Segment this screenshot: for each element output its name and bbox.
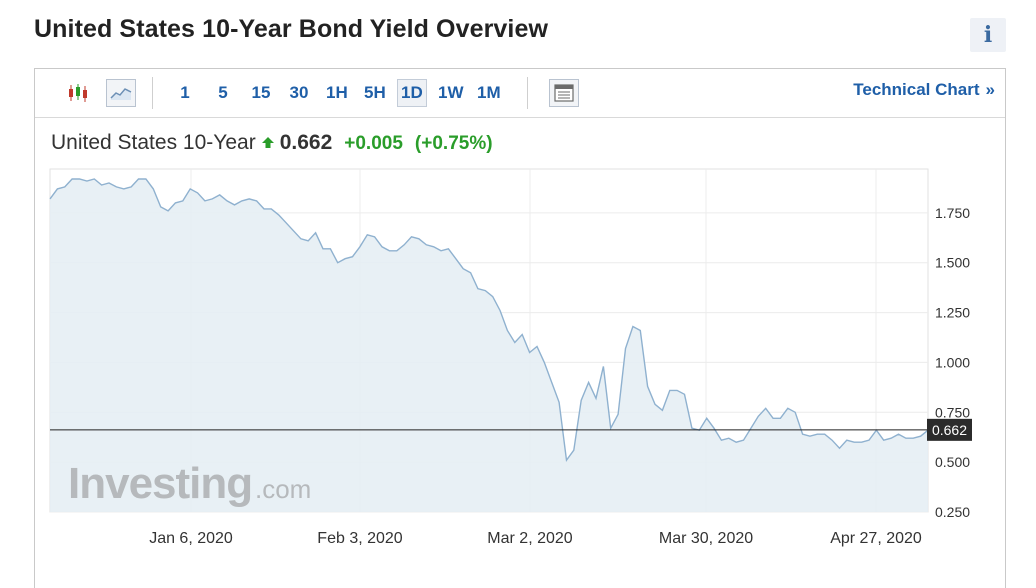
y-tick-label: 0.250	[935, 504, 970, 520]
x-tick-label: Jan 6, 2020	[149, 530, 233, 547]
series-line	[49, 178, 929, 463]
quote-header: United States 10-Year 0.662 +0.005 (+0.75%)	[51, 131, 493, 155]
y-tick-label: 1.250	[935, 305, 970, 321]
y-tick-label: 1.750	[935, 205, 970, 221]
current-value-badge	[927, 418, 972, 441]
page-title: United States 10-Year Bond Yield Overvie…	[34, 15, 549, 43]
technical-chart-label: Technical Chart	[853, 80, 980, 99]
x-tick-label: Feb 3, 2020	[317, 530, 403, 547]
double-chevron-icon: »	[985, 80, 995, 99]
y-tick-label: 1.000	[935, 354, 970, 370]
timeframe-30[interactable]: 30	[289, 83, 309, 102]
yield-chart: 1.750 1.500 1.250 1.000 0.750 0.500 0.250 Jan 6…	[49, 168, 972, 547]
instrument-name: United States 10-Year	[51, 131, 256, 154]
technical-chart-link[interactable]: Technical Chart »	[853, 80, 995, 100]
timeframe-1m[interactable]: 1M	[477, 83, 501, 102]
current-value-label: 0.662	[932, 422, 967, 438]
timeframe-1d[interactable]: 1D	[397, 79, 427, 107]
y-tick-label: 1.500	[935, 255, 970, 271]
price-change: +0.005	[344, 133, 403, 154]
timeframe-5[interactable]: 5	[218, 83, 228, 102]
investing-watermark: Investing	[68, 459, 252, 508]
timeframe-1w[interactable]: 1W	[438, 83, 464, 102]
candlestick-icon[interactable]	[63, 79, 93, 107]
timeframe-1[interactable]: 1	[180, 83, 190, 102]
chart-panel: 1 5 15 30 1H 5H 1D 1W 1M Technical Chart…	[34, 68, 1006, 588]
timeframe-5h[interactable]: 5H	[364, 83, 386, 102]
timeframe-1h[interactable]: 1H	[326, 83, 348, 102]
y-tick-label: 0.750	[935, 404, 970, 420]
timeframe-15[interactable]: 15	[251, 83, 271, 102]
series-area	[50, 179, 928, 512]
area-line-icon[interactable]	[106, 79, 136, 107]
toolbar-divider	[152, 77, 153, 109]
x-tick-label: Mar 30, 2020	[659, 530, 753, 547]
chart-toolbar: 1 5 15 30 1H 5H 1D 1W 1M Technical Chart…	[35, 69, 1005, 118]
y-tick-label: 0.500	[935, 454, 970, 470]
last-price: 0.662	[279, 131, 333, 154]
toolbar-divider	[527, 77, 528, 109]
x-tick-label: Apr 27, 2020	[830, 530, 922, 547]
price-change-percent: (+0.75%)	[414, 133, 493, 154]
info-icon[interactable]: i	[970, 18, 1006, 52]
data-table-icon[interactable]	[549, 79, 579, 107]
investing-watermark-suffix: .com	[255, 474, 311, 504]
x-tick-label: Mar 2, 2020	[487, 530, 572, 547]
arrow-up-icon	[261, 131, 274, 155]
